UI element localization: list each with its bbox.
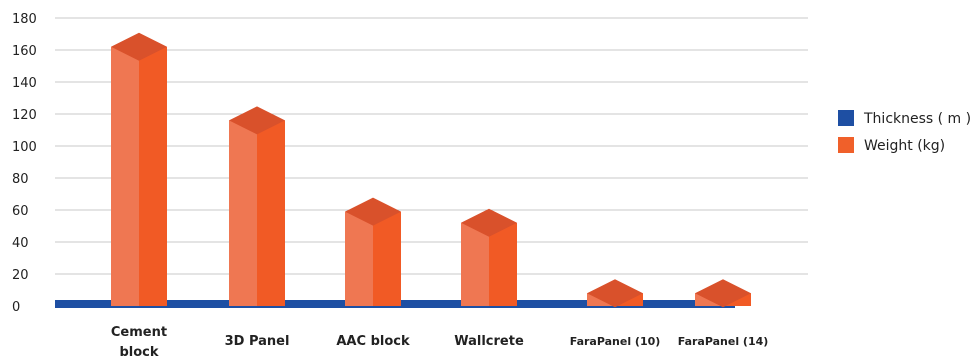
y-tick-label: 80: [12, 172, 29, 187]
y-axis: 0 20 40 60 80 100 120 140 160 180: [12, 12, 37, 315]
x-tick-label: Wallcrete: [454, 334, 524, 349]
legend-label: Weight (kg): [864, 138, 945, 154]
y-tick-label: 160: [12, 44, 37, 59]
y-tick-label: 0: [12, 300, 20, 315]
x-tick-label: 3D Panel: [225, 334, 290, 349]
x-tick-label: FaraPanel (10): [570, 335, 661, 348]
y-tick-label: 140: [12, 76, 37, 91]
weight-bar: [587, 279, 643, 308]
legend: Thickness ( m ) Weight (kg): [838, 110, 971, 154]
weight-series: [111, 32, 751, 308]
gridlines: [55, 17, 808, 275]
weight-bar: [461, 208, 517, 306]
y-tick-label: 40: [12, 236, 29, 251]
y-tick-label: 20: [12, 268, 29, 283]
legend-swatch: [838, 137, 854, 153]
x-tick-label: FaraPanel (14): [678, 335, 769, 348]
legend-swatch: [838, 110, 854, 126]
weight-bar: [695, 279, 751, 308]
legend-label: Thickness ( m ): [863, 111, 971, 127]
x-tick-label: Cement block: [111, 325, 167, 360]
x-axis: Cement block 3D Panel AAC block Wallcrete Far…: [111, 325, 768, 360]
weight-bar: [111, 32, 167, 307]
y-tick-label: 60: [12, 204, 29, 219]
y-tick-label: 180: [12, 12, 37, 27]
weight-bar: [229, 106, 285, 307]
weight-bar: [345, 197, 401, 306]
y-tick-label: 120: [12, 108, 37, 123]
x-tick-label: AAC block: [336, 334, 410, 349]
y-tick-label: 100: [12, 140, 37, 155]
